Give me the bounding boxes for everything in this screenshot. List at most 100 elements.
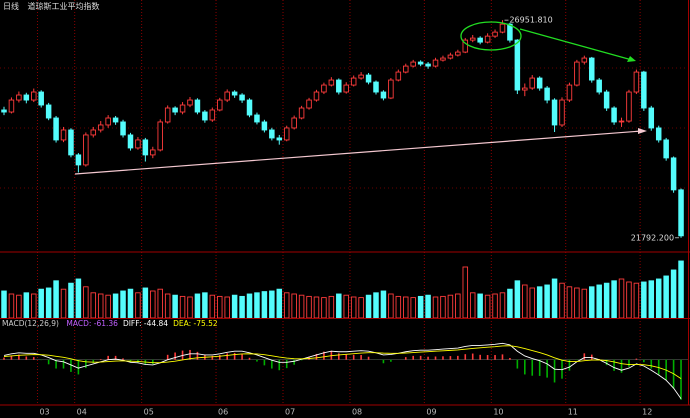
candle-body [395, 71, 402, 81]
candle-body [75, 154, 82, 166]
volume-bar [127, 288, 134, 319]
x-tick-label: 08 [352, 408, 362, 417]
volume-bar [618, 278, 625, 319]
candle-body [529, 77, 535, 89]
candle-body [83, 134, 89, 166]
x-tick-label: 03 [39, 408, 49, 417]
volume-bar [589, 286, 595, 319]
volume-bar [105, 294, 111, 319]
volume-bar [358, 297, 364, 319]
macd-line [3, 345, 682, 380]
volume-bar [507, 288, 513, 319]
volume-bar [663, 275, 669, 319]
volume-bar [447, 294, 454, 319]
volume-bar [469, 292, 476, 319]
candle-body [350, 77, 357, 86]
candle-body [172, 107, 178, 113]
candle-body [655, 127, 662, 141]
candle-body [1, 109, 7, 113]
x-tick-label: 05 [144, 408, 154, 417]
candle-body [380, 91, 387, 99]
volume-bar [410, 297, 416, 319]
x-tick-label: 07 [285, 408, 295, 417]
candle-body [239, 94, 245, 101]
candle-body [618, 120, 625, 123]
volume-bar [343, 294, 349, 319]
volume-bar [626, 281, 632, 319]
volume-bar [336, 293, 342, 319]
x-tick-label: 12 [642, 408, 652, 417]
candle-body [626, 91, 632, 122]
candle-body [455, 51, 461, 56]
volume-bar [313, 296, 320, 319]
grid [0, 0, 688, 405]
volume-bar [246, 293, 253, 319]
volume-bar [551, 278, 558, 319]
candle-body [603, 91, 610, 109]
trend-arrow [519, 28, 633, 61]
volume-bar [462, 266, 469, 319]
candle-body [440, 57, 446, 61]
candle-body [246, 99, 253, 116]
volume-bar [120, 290, 126, 319]
candle-body [328, 79, 335, 86]
volume-bar [633, 282, 640, 319]
candle-body [68, 129, 74, 156]
candle-body [477, 37, 483, 43]
volume-bar [68, 282, 74, 319]
volume-bar [499, 292, 506, 319]
volume-bar [16, 294, 22, 319]
volume-bar [655, 278, 662, 319]
volume-bar [75, 278, 82, 319]
candle-body [574, 61, 580, 86]
candle-body [566, 84, 573, 101]
candle-body [633, 71, 640, 93]
volume-bar [678, 260, 684, 319]
candle-body [551, 99, 558, 126]
volume-bar [45, 287, 52, 319]
arrow-head [638, 128, 647, 134]
volume-bar [254, 292, 260, 319]
candle-body [447, 54, 454, 59]
volume-bar [670, 269, 677, 319]
index-name: 道琼斯工业平均指数 [27, 2, 100, 11]
candle-body [231, 91, 238, 96]
volume-bar [142, 287, 149, 319]
candle-body [105, 117, 111, 126]
candle-body [150, 149, 156, 156]
candle-body [581, 57, 588, 63]
candle-body [23, 94, 30, 101]
candle-body [120, 121, 126, 136]
x-tick-label: 06 [218, 408, 228, 417]
volume-bar [38, 288, 44, 319]
candle-body [499, 23, 506, 33]
volume-bar [648, 280, 655, 319]
volume-bar [566, 286, 573, 319]
candle-body [641, 71, 647, 109]
candle-body [217, 99, 223, 111]
candle-body [45, 104, 52, 119]
candle-body [127, 134, 134, 149]
volume-bar [492, 293, 498, 319]
candle-body [291, 117, 297, 129]
volume-bar [425, 294, 431, 319]
candle-body [8, 99, 15, 113]
period-label: 日线 [3, 2, 19, 11]
candle-body [112, 117, 119, 123]
volume-bar [544, 284, 550, 319]
volume-bar [1, 290, 7, 319]
volume-bar [306, 295, 312, 319]
volume-bar [179, 295, 186, 319]
candle-body [596, 79, 602, 93]
macd-title: MACD(12,26,9) [2, 319, 59, 328]
macd-legend: MACD(12,26,9) MACD: -61.36 DIFF: -44.84 DE… [2, 319, 223, 328]
volume-bar [298, 294, 305, 319]
candle-body [321, 84, 327, 93]
candle-body [157, 121, 163, 151]
candle-body [97, 124, 104, 131]
volume-bar [611, 280, 617, 319]
volume-bar [83, 286, 89, 319]
volume-bar [209, 294, 216, 319]
candle-body [559, 99, 565, 126]
